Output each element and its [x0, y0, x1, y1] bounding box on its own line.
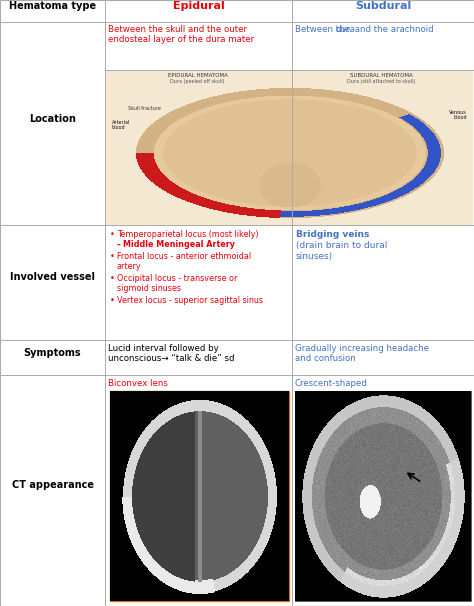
Text: Crescent-shaped: Crescent-shaped: [295, 379, 368, 388]
Text: Dura (still attached to skull): Dura (still attached to skull): [347, 79, 415, 84]
Text: (drain brain to dural: (drain brain to dural: [296, 241, 387, 250]
Bar: [110, 391, 289, 601]
Text: Temperoparietal locus (most likely): Temperoparietal locus (most likely): [117, 230, 259, 239]
Text: sigmoid sinuses: sigmoid sinuses: [117, 284, 181, 293]
Text: SUBDURAL HEMATOMA: SUBDURAL HEMATOMA: [350, 73, 413, 78]
Bar: [295, 391, 471, 601]
Text: Epidural: Epidural: [173, 1, 224, 11]
Text: Between the skull and the outer
endosteal layer of the dura mater: Between the skull and the outer endostea…: [108, 25, 254, 44]
Text: •: •: [110, 274, 115, 283]
Text: Middle Meningeal Artery: Middle Meningeal Artery: [123, 240, 235, 249]
Text: dura: dura: [336, 25, 356, 34]
Text: Gradually increasing headache
and confusion: Gradually increasing headache and confus…: [295, 344, 429, 364]
Text: Biconvex lens: Biconvex lens: [108, 379, 168, 388]
Text: Arterial
blood: Arterial blood: [112, 119, 130, 130]
Text: CT appearance: CT appearance: [11, 481, 93, 490]
Text: Dura (peeled off skull): Dura (peeled off skull): [171, 79, 225, 84]
Text: Location: Location: [29, 113, 76, 124]
Text: Hematoma type: Hematoma type: [9, 1, 96, 11]
Bar: [106, 70, 473, 225]
Text: Bridging veins: Bridging veins: [296, 230, 369, 239]
Text: artery: artery: [117, 262, 142, 271]
Text: Occipital locus - transverse or: Occipital locus - transverse or: [117, 274, 237, 283]
Text: and the arachnoid: and the arachnoid: [352, 25, 434, 34]
Text: Vertex locus - superior sagittal sinus: Vertex locus - superior sagittal sinus: [117, 296, 263, 305]
Text: sinuses): sinuses): [296, 252, 333, 261]
Text: Lucid interval followed by
unconscious→ “talk & die” sd: Lucid interval followed by unconscious→ …: [108, 344, 235, 364]
Text: •: •: [110, 296, 115, 305]
Text: –: –: [117, 240, 124, 249]
Text: Between the: Between the: [295, 25, 353, 34]
Text: Skull fracture: Skull fracture: [128, 105, 161, 110]
Text: Symptoms: Symptoms: [24, 347, 82, 358]
Text: •: •: [110, 230, 115, 239]
Text: •: •: [110, 252, 115, 261]
Text: EPIDURAL HEMATOMA: EPIDURAL HEMATOMA: [168, 73, 228, 78]
Text: Subdural: Subdural: [355, 1, 411, 11]
Text: Venous
blood: Venous blood: [449, 110, 467, 121]
Text: Involved vessel: Involved vessel: [10, 273, 95, 282]
Text: Frontal locus - anterior ethmoidal: Frontal locus - anterior ethmoidal: [117, 252, 251, 261]
